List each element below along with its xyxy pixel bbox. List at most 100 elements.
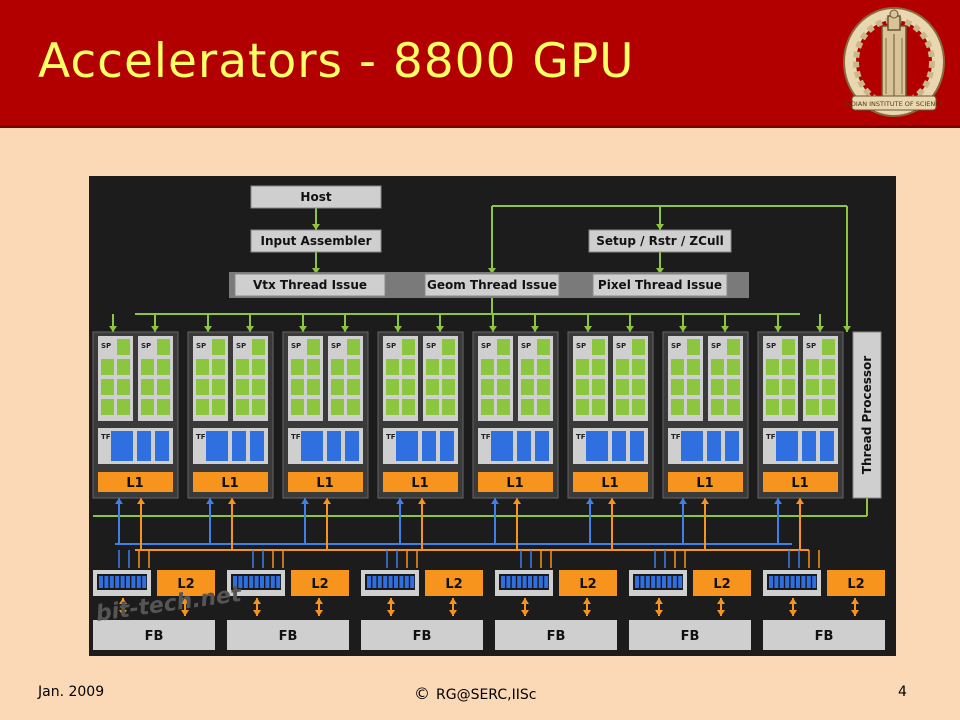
- tf-cell: [612, 431, 626, 461]
- sp-core: [236, 399, 249, 415]
- geom-thread-issue-box-label: Geom Thread Issue: [427, 278, 557, 292]
- sp-core: [331, 359, 344, 375]
- memory-partition: L2 FB: [227, 550, 349, 650]
- l1-cache: [98, 472, 173, 492]
- rop-cell: [656, 576, 661, 588]
- sp-core: [196, 399, 209, 415]
- arrowhead: [655, 610, 663, 616]
- l2-label: L2: [311, 577, 328, 592]
- rop-cell: [104, 576, 109, 588]
- sp-label: SP: [711, 342, 721, 350]
- rop-cell: [501, 576, 505, 588]
- sp-core: [196, 379, 209, 395]
- shader-cluster: SP SP TF L1: [282, 331, 369, 499]
- rop-cell: [233, 576, 237, 588]
- sp-label: SP: [141, 342, 151, 350]
- rop-cell: [779, 576, 784, 588]
- arrowhead: [204, 326, 212, 332]
- l1-cache: [668, 472, 743, 492]
- arrowhead: [301, 498, 309, 504]
- tf-cell: [232, 431, 246, 461]
- memory-partition: L2 FB: [629, 550, 751, 650]
- arrowhead: [521, 598, 529, 604]
- sp-label: SP: [196, 342, 206, 350]
- sp-label: SP: [236, 342, 246, 350]
- l2-label: L2: [445, 577, 462, 592]
- rop-cell: [388, 576, 393, 588]
- sp-core: [632, 379, 645, 395]
- tf-cell: [309, 431, 323, 461]
- sp-core: [307, 339, 320, 355]
- rop-cell: [544, 576, 549, 588]
- shader-cluster: SP SP TF L1: [662, 331, 749, 499]
- sp-core: [806, 399, 819, 415]
- vtx-thread-issue-box-label: Vtx Thread Issue: [253, 278, 367, 292]
- sp-core: [727, 339, 740, 355]
- rop-cell: [410, 576, 415, 588]
- sp-core: [157, 379, 170, 395]
- sp-core: [537, 399, 550, 415]
- arrowhead: [774, 326, 782, 332]
- sp-core: [442, 379, 455, 395]
- sp-core: [806, 379, 819, 395]
- sp-core: [616, 399, 629, 415]
- memory-partition: L2 FB: [361, 550, 483, 650]
- rop-cell: [511, 576, 516, 588]
- rop-cell: [109, 576, 114, 588]
- arrowhead: [394, 326, 402, 332]
- arrowhead: [312, 268, 320, 274]
- l1-label: L1: [601, 476, 618, 491]
- sp-core: [117, 339, 130, 355]
- frame-buffer: [93, 620, 215, 650]
- arrowhead: [513, 498, 521, 504]
- arrowhead: [137, 498, 145, 504]
- sp-core: [576, 379, 589, 395]
- tf-label: TF: [386, 433, 396, 441]
- tf-label: TF: [481, 433, 491, 441]
- l2-label: L2: [713, 577, 730, 592]
- sp-label: SP: [521, 342, 531, 350]
- sp-core: [497, 359, 510, 375]
- copyright-text: RG@SERC,IISc: [436, 687, 537, 703]
- sp-label: SP: [426, 342, 436, 350]
- setup-rstr-zcull-box: [588, 229, 732, 253]
- sp-core: [402, 399, 415, 415]
- sp-core: [426, 379, 439, 395]
- sp-core: [347, 379, 360, 395]
- rop-cell: [796, 576, 800, 588]
- sp-core: [157, 339, 170, 355]
- l1-cache: [573, 472, 648, 492]
- arrowhead: [656, 224, 664, 230]
- l1-label: L1: [696, 476, 713, 491]
- tf-cell: [404, 431, 418, 461]
- rop-cell: [265, 576, 270, 588]
- sp-core: [822, 359, 835, 375]
- shader-cluster: SP SP TF L1: [377, 331, 464, 499]
- sp-core: [157, 359, 170, 375]
- sp-core: [347, 339, 360, 355]
- l2-cache: [827, 570, 885, 596]
- tf-label: TF: [291, 433, 301, 441]
- rop-cell: [249, 576, 254, 588]
- sp-core: [307, 379, 320, 395]
- arrowhead: [717, 598, 725, 604]
- fb-label: FB: [145, 629, 164, 644]
- arrowhead: [181, 610, 189, 616]
- sp-core: [727, 399, 740, 415]
- shader-cluster: SP SP TF L1: [567, 331, 654, 499]
- geom-thread-issue-box: [424, 273, 560, 297]
- sp-label: SP: [671, 342, 681, 350]
- sp-label: SP: [331, 342, 341, 350]
- arrowhead: [789, 598, 797, 604]
- sp-label: SP: [386, 342, 396, 350]
- l2-label: L2: [847, 577, 864, 592]
- sp-core: [252, 399, 265, 415]
- sp-core: [481, 379, 494, 395]
- rop-cell: [640, 576, 645, 588]
- memory-partition: L2 FB: [495, 550, 617, 650]
- sp-core: [236, 359, 249, 375]
- arrowhead: [521, 610, 529, 616]
- rop-cell: [383, 576, 388, 588]
- sp-label: SP: [766, 342, 776, 350]
- tf-cell: [594, 431, 608, 461]
